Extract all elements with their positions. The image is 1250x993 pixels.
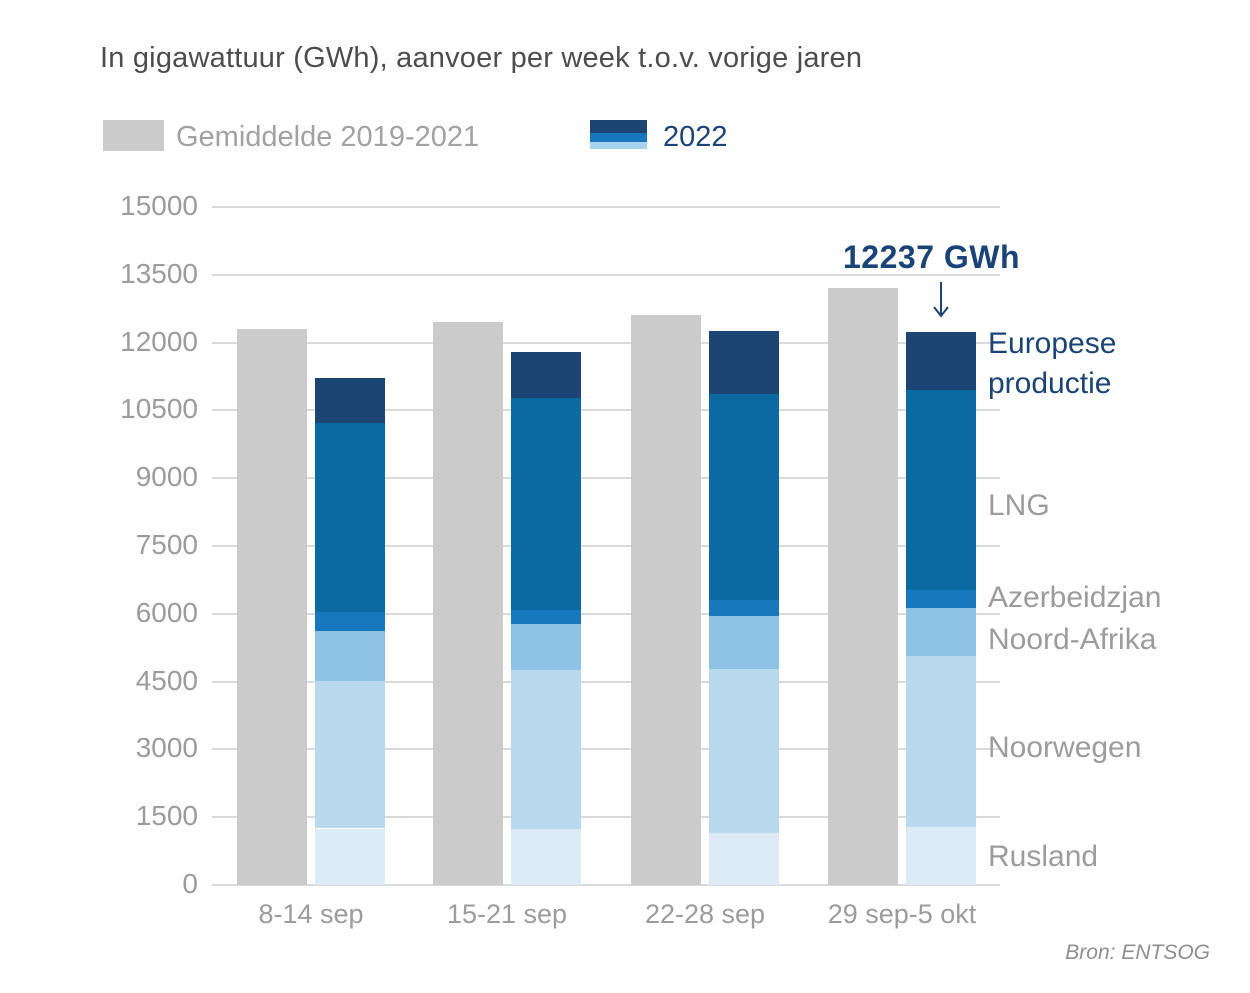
segment-label-rusland: Rusland xyxy=(988,840,1099,873)
bar-segment-2022-noorwegen xyxy=(709,668,779,833)
bar-segment-2022-noorwegen xyxy=(315,680,385,829)
segment-label-azerbeidzjan: Azerbeidzjan xyxy=(988,581,1162,614)
bar-segment-2022-europese-productie xyxy=(906,331,976,391)
chart-title: In gigawattuur (GWh), aanvoer per week t… xyxy=(100,42,863,74)
bar-average-2019-2021 xyxy=(828,288,898,885)
bar-segment-2022-azerbeidzjan xyxy=(315,612,385,632)
bar-segment-2022-lng xyxy=(511,398,581,611)
bar-average-2019-2021 xyxy=(433,322,503,885)
x-axis-tick-label: 8-14 sep xyxy=(258,899,364,929)
bar-segment-2022-rusland xyxy=(709,832,779,885)
bar-segment-2022-noord-afrika xyxy=(315,631,385,681)
y-axis-tick-label: 6000 xyxy=(135,596,198,628)
legend-label-2022: 2022 xyxy=(663,121,728,153)
legend-stripe-dark-icon xyxy=(590,120,647,133)
annotation-value: 12237 GWh xyxy=(843,239,1021,275)
gridline xyxy=(212,884,1000,886)
y-axis-tick-label: 10500 xyxy=(120,393,198,425)
source-credit: Bron: ENTSOG xyxy=(1065,941,1210,964)
gridline xyxy=(212,748,1000,751)
gridline xyxy=(212,409,1000,412)
bar-segment-2022-azerbeidzjan xyxy=(511,610,581,625)
gridline xyxy=(212,206,1000,208)
bar-segment-2022-rusland xyxy=(906,826,976,885)
gridline xyxy=(212,273,1000,276)
legend-label-average: Gemiddelde 2019-2021 xyxy=(176,121,480,153)
bar-segment-2022-lng xyxy=(315,423,385,613)
y-axis-tick-label: 4500 xyxy=(135,664,198,696)
x-axis-tick-label: 15-21 sep xyxy=(446,899,568,929)
legend-stripe-mid-icon xyxy=(590,133,647,142)
y-axis-tick-label: 9000 xyxy=(135,461,198,493)
bar-segment-2022-noord-afrika xyxy=(906,608,976,656)
legend-swatch-average xyxy=(103,120,164,151)
gridline xyxy=(212,612,1000,615)
y-axis-tick-label: 13500 xyxy=(120,257,198,289)
bar-average-2019-2021 xyxy=(237,329,307,885)
x-axis-tick-label: 22-28 sep xyxy=(644,899,766,929)
bar-segment-2022-azerbeidzjan xyxy=(906,589,976,609)
bar-segment-2022-rusland xyxy=(315,828,385,885)
segment-label-lng: LNG xyxy=(988,489,1050,522)
y-axis-tick-label: 7500 xyxy=(135,529,198,560)
gridline xyxy=(212,341,1000,344)
gridline xyxy=(212,477,1000,480)
bar-segment-2022-noorwegen xyxy=(906,655,976,827)
segment-label-noord-afrika: Noord-Afrika xyxy=(988,623,1157,656)
y-axis-tick-label: 12000 xyxy=(120,325,198,357)
bar-segment-2022-azerbeidzjan xyxy=(709,600,779,617)
bar-segment-2022-europese-productie xyxy=(511,351,581,399)
down-arrow-icon xyxy=(933,282,949,318)
bar-segment-2022-noord-afrika xyxy=(511,624,581,670)
bar-segment-2022-europese-productie xyxy=(315,377,385,424)
y-axis-tick-label: 1500 xyxy=(135,800,198,832)
bar-segment-2022-lng xyxy=(709,394,779,601)
y-axis-tick-label: 15000 xyxy=(120,190,198,221)
gridline xyxy=(212,680,1000,683)
segment-label-europese-productie: Europese productie xyxy=(988,327,1117,400)
x-axis-tick-label: 29 sep-5 okt xyxy=(827,899,977,929)
legend-stripe-light-icon xyxy=(590,142,647,149)
segment-label-noorwegen: Noorwegen xyxy=(988,731,1142,764)
legend-swatch-2022 xyxy=(590,120,647,149)
bar-segment-2022-noord-afrika xyxy=(709,616,779,669)
bar-average-2019-2021 xyxy=(631,315,701,885)
gridline xyxy=(212,545,1000,547)
y-axis-tick-label: 3000 xyxy=(135,732,198,764)
y-axis-tick-label: 0 xyxy=(182,868,198,899)
bar-segment-2022-noorwegen xyxy=(511,669,581,830)
bar-segment-2022-lng xyxy=(906,390,976,590)
bar-segment-2022-rusland xyxy=(511,829,581,885)
gridline xyxy=(212,816,1000,819)
bar-segment-2022-europese-productie xyxy=(709,331,779,395)
